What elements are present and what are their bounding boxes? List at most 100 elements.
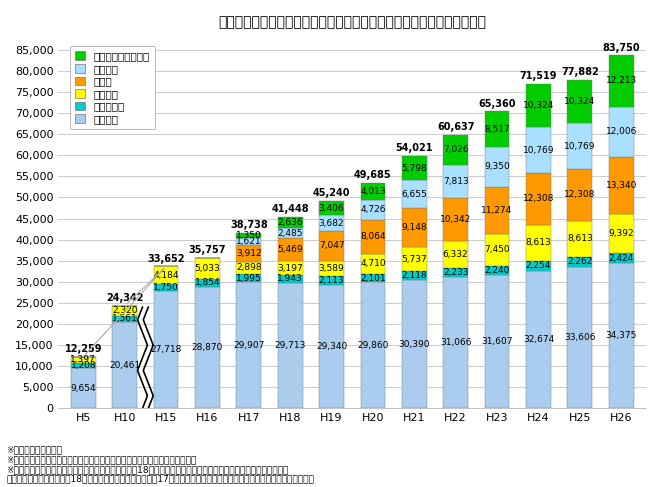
Bar — [237, 238, 261, 245]
Text: 1,943: 1,943 — [278, 275, 303, 283]
Text: 27,718: 27,718 — [150, 345, 182, 355]
Bar — [360, 282, 385, 409]
Bar — [195, 287, 220, 409]
Bar — [567, 257, 592, 267]
Text: 4,184: 4,184 — [153, 271, 179, 280]
Text: 77,882: 77,882 — [561, 67, 599, 77]
Bar — [153, 266, 178, 284]
Text: 10,342: 10,342 — [440, 215, 471, 224]
Bar — [567, 80, 592, 123]
Text: 11,274: 11,274 — [481, 206, 513, 215]
Text: 12,308: 12,308 — [523, 194, 554, 203]
Text: 10,769: 10,769 — [523, 146, 554, 154]
Text: 6,332: 6,332 — [443, 250, 469, 259]
Text: 3,682: 3,682 — [319, 219, 344, 227]
Bar — [526, 173, 551, 225]
Bar — [609, 107, 634, 157]
Text: 60,637: 60,637 — [437, 122, 475, 132]
Bar — [609, 157, 634, 213]
Bar — [444, 135, 468, 165]
Text: 24,342: 24,342 — [106, 293, 143, 303]
Text: 41,448: 41,448 — [272, 204, 309, 214]
Bar — [71, 363, 96, 368]
Text: 9,148: 9,148 — [401, 223, 427, 232]
Bar — [567, 221, 592, 257]
Text: 1,208: 1,208 — [71, 361, 96, 370]
Text: 20,461: 20,461 — [109, 361, 140, 370]
Text: 1,350: 1,350 — [236, 231, 262, 240]
Text: 2,898: 2,898 — [236, 263, 262, 272]
Text: 1,995: 1,995 — [236, 274, 262, 282]
Bar — [485, 234, 510, 265]
Text: 49,685: 49,685 — [354, 170, 392, 180]
Bar — [526, 225, 551, 261]
Bar — [278, 283, 303, 409]
Text: 54,021: 54,021 — [395, 143, 433, 153]
Bar — [195, 279, 220, 287]
Text: 6,655: 6,655 — [401, 190, 427, 199]
Bar — [195, 258, 220, 279]
Bar — [319, 276, 344, 284]
Bar — [402, 280, 427, 409]
Bar — [402, 208, 427, 247]
Text: 33,652: 33,652 — [147, 254, 185, 264]
Bar — [485, 275, 510, 409]
Text: 10,324: 10,324 — [564, 97, 596, 106]
Text: 71,519: 71,519 — [520, 71, 557, 81]
Bar — [526, 84, 551, 127]
Bar — [567, 123, 592, 169]
Text: 38,738: 38,738 — [230, 220, 268, 230]
Text: 2,320: 2,320 — [112, 306, 137, 315]
Text: 8,517: 8,517 — [484, 125, 510, 134]
Text: 33,606: 33,606 — [564, 333, 596, 342]
Text: 7,047: 7,047 — [319, 241, 344, 250]
Text: 9,392: 9,392 — [608, 229, 634, 238]
Text: 32,674: 32,674 — [523, 335, 554, 344]
Text: 2,240: 2,240 — [485, 266, 510, 275]
Bar — [237, 274, 261, 282]
Bar — [485, 187, 510, 234]
Bar — [567, 267, 592, 409]
Text: 29,713: 29,713 — [274, 341, 306, 350]
Bar — [444, 241, 468, 268]
Text: 8,064: 8,064 — [360, 232, 386, 241]
Bar — [402, 247, 427, 271]
Text: 2,262: 2,262 — [567, 257, 592, 266]
Bar — [526, 127, 551, 173]
Bar — [319, 261, 344, 276]
Bar — [319, 284, 344, 409]
Text: 31,607: 31,607 — [481, 337, 513, 346]
Text: 4,726: 4,726 — [360, 205, 385, 214]
Text: 8,613: 8,613 — [525, 238, 551, 247]
Text: 12,213: 12,213 — [605, 76, 637, 85]
Bar — [567, 169, 592, 221]
Bar — [112, 316, 137, 322]
Bar — [402, 271, 427, 280]
Text: 4,013: 4,013 — [360, 187, 386, 196]
Bar — [71, 368, 96, 409]
Text: 2,101: 2,101 — [360, 274, 386, 282]
Text: 29,907: 29,907 — [233, 341, 264, 350]
Text: 1,397: 1,397 — [71, 355, 97, 364]
Text: 1,621: 1,621 — [236, 237, 262, 246]
Bar — [278, 238, 303, 262]
Bar — [444, 268, 468, 278]
Bar — [609, 213, 634, 253]
Text: 9,654: 9,654 — [71, 384, 96, 393]
Text: 5,469: 5,469 — [278, 245, 303, 254]
Text: 2,233: 2,233 — [443, 268, 469, 277]
Bar — [360, 200, 385, 220]
Bar — [237, 282, 261, 409]
Bar — [360, 183, 385, 200]
Text: 1,561: 1,561 — [112, 314, 137, 323]
Text: 28,870: 28,870 — [192, 343, 223, 352]
Text: 9,350: 9,350 — [484, 162, 510, 171]
Bar — [609, 55, 634, 107]
Text: 30,390: 30,390 — [399, 340, 430, 349]
Text: 29,860: 29,860 — [357, 341, 389, 350]
Bar — [319, 215, 344, 231]
Text: 2,254: 2,254 — [525, 262, 551, 270]
Bar — [112, 322, 137, 409]
Text: 83,750: 83,750 — [602, 42, 640, 53]
Bar — [402, 180, 427, 208]
